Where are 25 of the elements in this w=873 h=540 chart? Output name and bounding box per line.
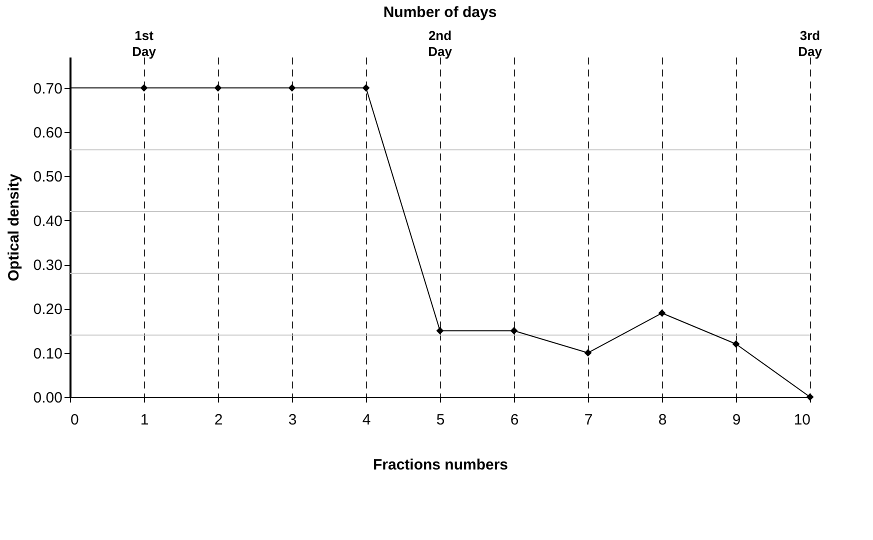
x-tick-label: 1 [140,412,149,428]
x-tick-label: 10 [794,412,810,428]
y-tick-label: 0.00 [33,390,62,406]
y-tick-label: 0.30 [33,257,62,274]
y-tick-label: 0.50 [33,168,62,186]
y-tick-label: 0.60 [33,124,62,142]
x-tick-label: 2 [214,412,223,428]
annotation: 3rd Day [798,28,823,59]
x-tick-label: 0 [70,412,79,428]
annotation: 2nd Day [428,28,453,59]
x-tick-label: 6 [510,412,519,428]
y-tick-label: 0.40 [33,212,62,230]
y-tick-label: 0.70 [33,80,62,98]
x-tick-label: 3 [288,412,297,428]
y-tick-label: 0.20 [33,301,62,318]
annotation: 1st Day [132,28,157,59]
x-tick-label: 5 [436,412,445,428]
x-axis-title: Fractions numbers [372,456,508,474]
y-tick-label: 0.10 [33,345,62,362]
x-tick-label: 8 [658,412,667,428]
x-tick-label: 7 [584,412,593,428]
y-axis-title: Optical density [5,173,22,282]
x-tick-label: 4 [362,412,371,428]
x-tick-label: 9 [732,412,741,428]
x2-axis-title: Number of days [383,4,497,21]
